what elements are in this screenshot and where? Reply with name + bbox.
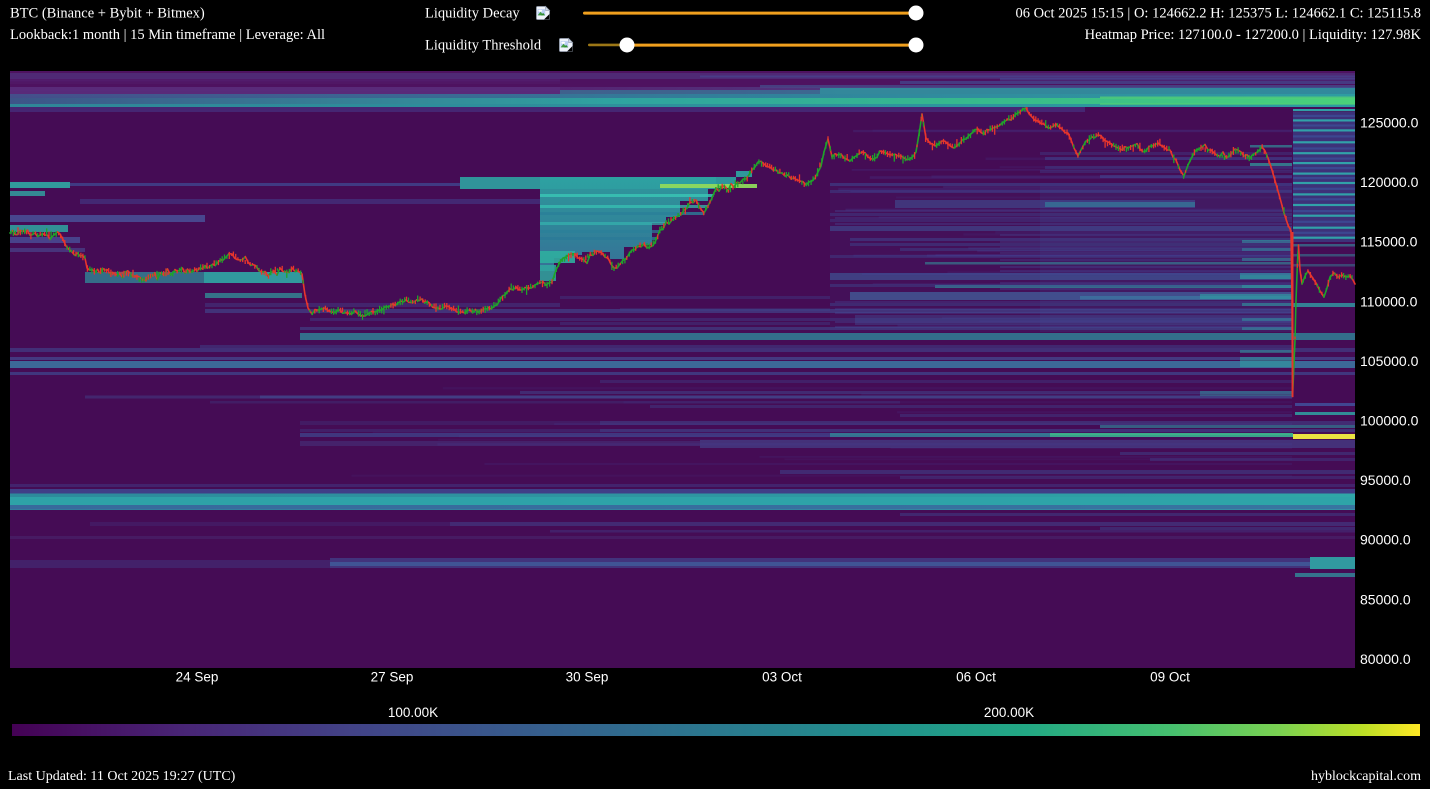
svg-text:110000.0: 110000.0 [1360,293,1418,309]
svg-text:80000.0: 80000.0 [1360,651,1411,667]
svg-text:120000.0: 120000.0 [1360,174,1419,190]
svg-text:125000.0: 125000.0 [1360,115,1419,131]
svg-text:Liquidity Threshold: Liquidity Threshold [425,38,542,54]
svg-text:03 Oct: 03 Oct [762,670,802,685]
svg-text:hyblockcapital.com: hyblockcapital.com [1311,769,1421,784]
svg-text:100000.0: 100000.0 [1360,413,1419,429]
svg-text:105000.0: 105000.0 [1360,353,1419,369]
svg-text:Last Updated: 11 Oct 2025 19:2: Last Updated: 11 Oct 2025 19:27 (UTC) [8,769,236,784]
svg-text:100.00K: 100.00K [388,705,438,720]
svg-text:30 Sep: 30 Sep [566,670,609,685]
svg-text:Liquidity Decay: Liquidity Decay [425,6,520,22]
svg-text:06 Oct 2025 15:15 | O: 124662.: 06 Oct 2025 15:15 | O: 124662.2 H: 12537… [1015,6,1421,22]
svg-text:Lookback:1 month | 15 Min time: Lookback:1 month | 15 Min timeframe | Le… [10,27,325,43]
svg-text:200.00K: 200.00K [984,705,1034,720]
svg-text:09 Oct: 09 Oct [1150,670,1190,685]
svg-text:Heatmap Price: 127100.0 - 1272: Heatmap Price: 127100.0 - 127200.0 | Liq… [1085,27,1422,43]
svg-text:85000.0: 85000.0 [1360,591,1411,607]
svg-text:90000.0: 90000.0 [1360,532,1411,548]
svg-text:24 Sep: 24 Sep [176,670,219,685]
svg-text:95000.0: 95000.0 [1360,472,1411,488]
svg-text:115000.0: 115000.0 [1360,234,1418,250]
svg-text:06 Oct: 06 Oct [956,670,996,685]
svg-text:BTC (Binance + Bybit + Bitmex): BTC (Binance + Bybit + Bitmex) [10,6,205,22]
svg-text:27 Sep: 27 Sep [371,670,414,685]
